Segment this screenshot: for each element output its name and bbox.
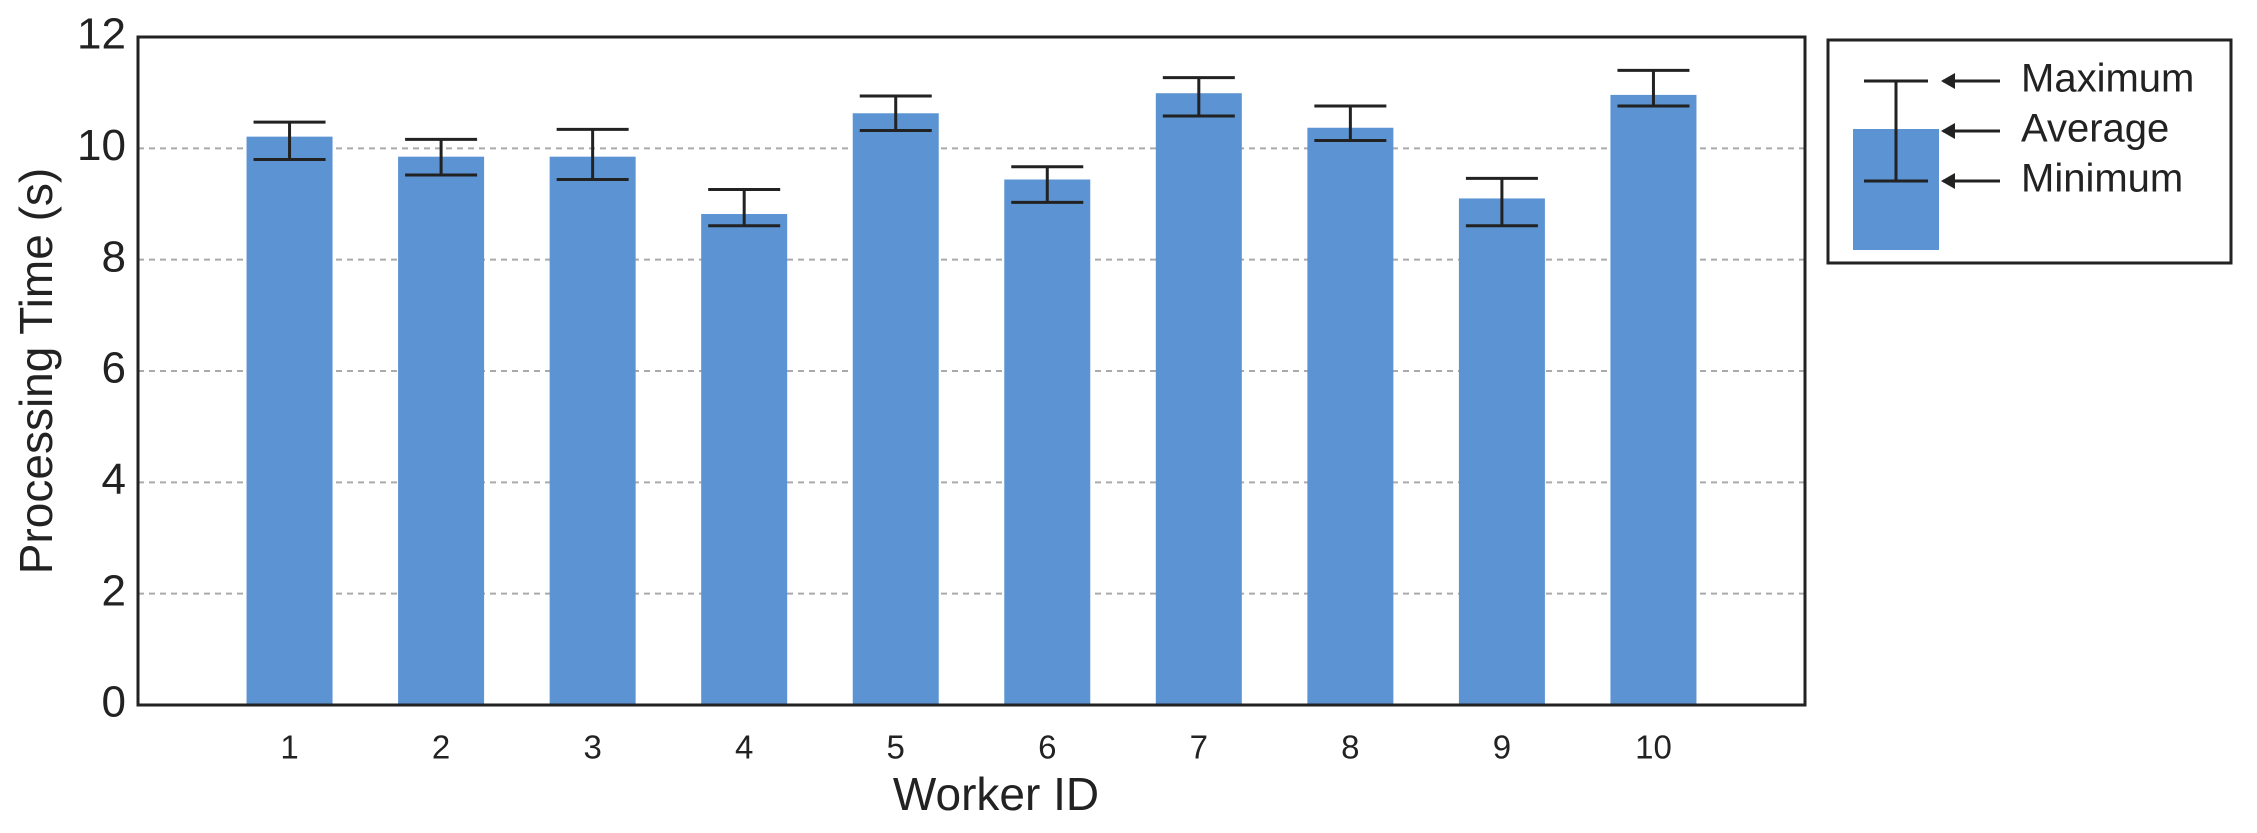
- x-tick-label: 4: [735, 729, 753, 766]
- x-tick-label: 2: [432, 729, 450, 766]
- y-axis-label: Processing Time (s): [10, 168, 62, 574]
- legend-arrowhead: [1941, 173, 1955, 189]
- x-tick-label: 7: [1190, 729, 1208, 766]
- x-tick-label: 6: [1038, 729, 1056, 766]
- bar: [1458, 198, 1545, 705]
- y-tick-label: 2: [102, 566, 126, 615]
- x-tick-label: 9: [1493, 729, 1511, 766]
- x-tick-label: 8: [1341, 729, 1359, 766]
- y-tick-label: 6: [102, 344, 126, 393]
- y-tick-label: 0: [102, 678, 126, 727]
- y-tick-label: 12: [77, 10, 126, 59]
- bar: [549, 156, 636, 705]
- bar: [1307, 127, 1394, 705]
- bar: [701, 214, 788, 705]
- x-tick-label: 1: [280, 729, 298, 766]
- x-tick-label: 5: [887, 729, 905, 766]
- legend-label: Average: [2021, 107, 2169, 151]
- bar: [1004, 179, 1091, 706]
- y-tick-label: 10: [77, 121, 126, 170]
- legend-label: Maximum: [2021, 57, 2194, 101]
- bar: [1155, 93, 1242, 706]
- legend-arrowhead: [1941, 123, 1955, 139]
- y-tick-label: 4: [102, 455, 126, 504]
- y-tick-label: 8: [102, 232, 126, 281]
- bar: [246, 136, 333, 706]
- legend-arrowhead: [1941, 73, 1955, 89]
- bar: [398, 156, 485, 705]
- plot-frame: [136, 35, 1807, 707]
- x-axis-label: Worker ID: [893, 768, 1099, 820]
- bar: [852, 113, 939, 706]
- x-tick-label: 10: [1635, 729, 1672, 766]
- x-tick-label: 3: [583, 729, 601, 766]
- bar: [1610, 94, 1697, 706]
- legend-label: Minimum: [2021, 157, 2183, 201]
